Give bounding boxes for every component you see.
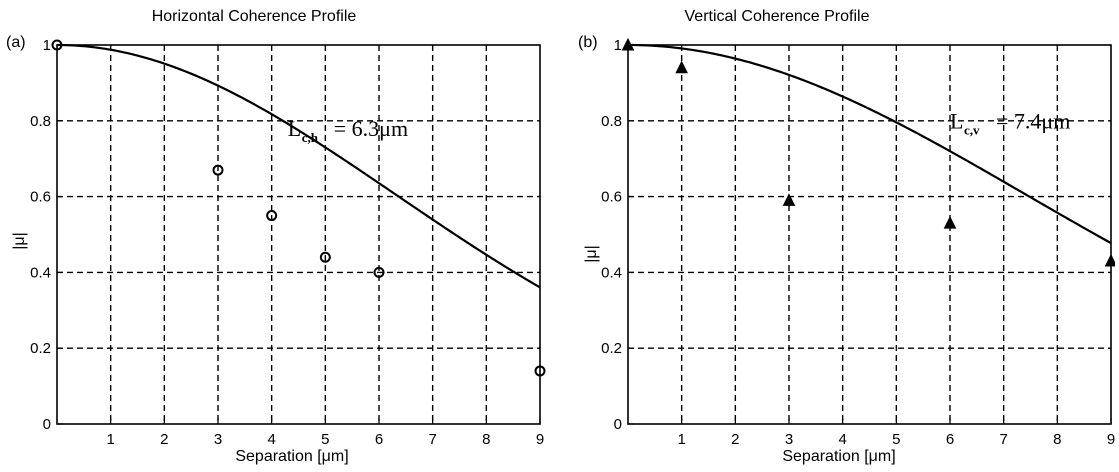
data-point — [212, 164, 224, 176]
data-point — [1104, 253, 1118, 267]
x-tick-label: 5 — [321, 431, 329, 448]
x-tick-label: 1 — [677, 431, 685, 448]
panel-label: (a) — [6, 34, 26, 51]
y-tick-label: 0 — [43, 416, 51, 433]
x-tick-label: 4 — [267, 431, 275, 448]
x-tick-label: 3 — [785, 431, 793, 448]
data-point — [943, 216, 957, 229]
data-point — [373, 266, 385, 278]
fit-curve — [627, 43, 1112, 245]
annotation-subscript: c,h — [302, 130, 319, 145]
y-axis-label: |μ| — [583, 245, 600, 263]
data-point — [675, 60, 688, 74]
panel-vertical-coherence: Vertical Coherence Profile (b) |μ| Separ… — [560, 0, 1118, 467]
x-tick-label: 1 — [106, 431, 114, 448]
data-point — [534, 365, 546, 377]
y-tick-label: 0 — [614, 416, 622, 433]
chart-vertical-coherence: Vertical Coherence Profile (b) |μ| Separ… — [578, 8, 1118, 465]
x-tick-label: 6 — [946, 431, 954, 448]
plot-frame — [56, 44, 541, 425]
y-tick-label: 1 — [43, 37, 51, 54]
x-tick-label: 7 — [999, 431, 1007, 448]
annotation-subscript: c,v — [964, 122, 980, 137]
y-tick-label: 0.8 — [30, 113, 51, 130]
x-axis-label: Separation [μm] — [782, 448, 895, 465]
y-tick-label: 0.8 — [601, 113, 622, 130]
y-axis-label: |μ| — [11, 232, 28, 250]
annotation-value: = 7.4μm — [996, 108, 1070, 133]
annotation-value: = 6.3μm — [334, 116, 408, 141]
x-tick-label: 2 — [731, 431, 739, 448]
data-point — [51, 39, 63, 51]
y-tick-label: 0.6 — [601, 189, 622, 206]
x-tick-label: 4 — [838, 431, 846, 448]
y-tick-label: 1 — [614, 37, 622, 54]
y-tick-label: 0.2 — [601, 340, 622, 357]
plot-area: 1 2 3 4 5 6 7 8 9 0 0.2 0.4 0.6 0.8 1 L c,h = 6.3μm — [30, 37, 546, 448]
panel-horizontal-coherence: Horizontal Coherence Profile (a) |μ| Sep… — [0, 0, 555, 467]
chart-horizontal-coherence: Horizontal Coherence Profile (a) |μ| Sep… — [6, 8, 546, 465]
chart-title: Horizontal Coherence Profile — [152, 8, 357, 25]
fit-curve — [56, 43, 541, 289]
data-point — [621, 37, 635, 51]
y-tick-label: 0.2 — [30, 340, 51, 357]
chart-title: Vertical Coherence Profile — [685, 8, 870, 25]
plot-area: 1 2 3 4 5 6 7 8 9 0 0.2 0.4 0.6 0.8 1 L c,v = 7.4μm — [601, 37, 1118, 448]
x-tick-label: 9 — [1107, 431, 1115, 448]
x-tick-label: 9 — [536, 431, 544, 448]
data-point — [319, 251, 331, 263]
x-tick-label: 8 — [1053, 431, 1061, 448]
x-tick-label: 7 — [428, 431, 436, 448]
annotation-symbol: L — [950, 108, 963, 133]
panel-label: (b) — [578, 34, 598, 51]
x-tick-label: 5 — [892, 431, 900, 448]
y-tick-label: 0.6 — [30, 189, 51, 206]
annotation-symbol: L — [288, 116, 301, 141]
y-tick-label: 0.4 — [601, 264, 622, 281]
data-point — [782, 193, 796, 206]
x-tick-label: 3 — [214, 431, 222, 448]
plot-frame — [627, 44, 1112, 425]
data-point — [266, 210, 278, 222]
x-tick-label: 2 — [160, 431, 168, 448]
x-tick-label: 6 — [375, 431, 383, 448]
x-tick-label: 8 — [482, 431, 490, 448]
y-tick-label: 0.4 — [30, 264, 51, 281]
x-axis-label: Separation [μm] — [235, 448, 348, 465]
